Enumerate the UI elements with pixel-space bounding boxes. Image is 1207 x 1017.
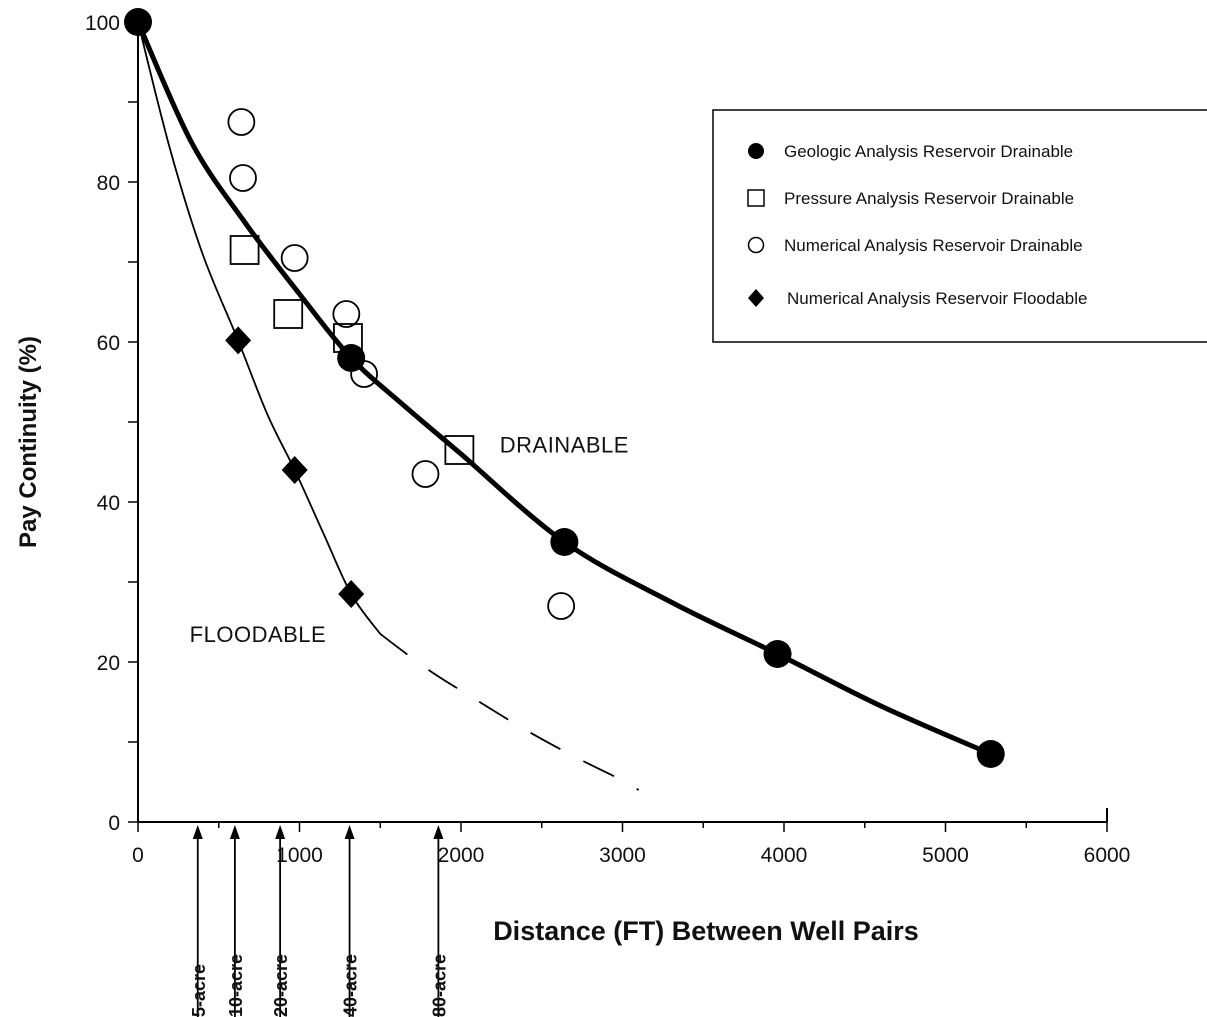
legend-label: Numerical Analysis Reservoir Drainable (784, 236, 1083, 255)
y-tick-label: 0 (108, 812, 120, 835)
spacing-arrowhead (192, 825, 203, 839)
legend-label: Pressure Analysis Reservoir Drainable (784, 189, 1074, 208)
y-tick-label: 60 (97, 332, 120, 355)
series-0-point (763, 640, 792, 668)
region-label: FLOODABLE (190, 622, 327, 647)
series-3-point (281, 456, 308, 484)
legend-label: Numerical Analysis Reservoir Floodable (787, 289, 1087, 308)
spacing-label: 80-acre (429, 954, 449, 1017)
x-tick-label: 5000 (922, 844, 969, 867)
series-2-point (411, 460, 440, 488)
series-2-point (280, 244, 309, 272)
y-axis-title: Pay Continuity (%) (15, 336, 42, 548)
spacing-label: 20-acre (271, 954, 291, 1017)
floodable-curve (137, 21, 382, 635)
y-tick-label: 40 (97, 492, 120, 515)
spacing-label: 40-acre (341, 954, 361, 1017)
x-tick-label: 3000 (599, 844, 646, 867)
legend-entries: Geologic Analysis Reservoir Drainable Pre… (747, 142, 1087, 308)
series-3-point (225, 326, 252, 355)
spacing-arrowhead (344, 825, 355, 839)
annotations: DRAINABLE FLOODABLE 5-acre 10-acre 20-acre 40… (189, 432, 629, 1017)
spacing-arrowhead (275, 825, 286, 839)
series-1-point (273, 299, 304, 329)
axes: 0 1000 2000 3000 4000 5000 6000 0 20 40 60 80 100 (85, 12, 1130, 867)
spacing-label: 5-acre (189, 964, 209, 1017)
legend-box (712, 109, 1207, 343)
series-0-point (976, 740, 1005, 768)
data-markers (124, 8, 1005, 768)
y-tick-label: 80 (97, 172, 120, 195)
x-tick-label: 6000 (1084, 844, 1131, 867)
series-1-point (229, 235, 260, 265)
spacing-arrowhead (229, 825, 240, 839)
legend-label: Geologic Analysis Reservoir Drainable (784, 142, 1073, 161)
series-1-point (444, 435, 475, 465)
series-2-point (229, 164, 257, 192)
series-3-point (338, 580, 365, 608)
x-tick-label: 1000 (276, 844, 323, 867)
spacing-label: 10-acre (226, 954, 246, 1017)
x-tick-label: 2000 (438, 844, 485, 867)
series-0-point (337, 344, 366, 372)
floodable-extrapolation-dashed (379, 633, 640, 791)
region-label: DRAINABLE (500, 432, 629, 457)
legend-marker (747, 189, 765, 207)
spacing-arrowhead (433, 825, 444, 839)
series-0-point (124, 8, 152, 36)
x-axis-title: Distance (FT) Between Well Pairs (493, 916, 919, 946)
series-0-point (550, 528, 579, 556)
series-1-point (333, 323, 363, 353)
series-2-point (350, 360, 379, 388)
series-2-point (227, 108, 256, 136)
legend-marker (747, 236, 765, 254)
legend-marker (748, 143, 764, 159)
legend: Geologic Analysis Reservoir Drainable Pre… (712, 109, 1207, 343)
y-tick-label: 100 (85, 12, 120, 35)
legend-marker (748, 289, 764, 307)
y-tick-label: 20 (97, 652, 120, 675)
fitted-curves (135, 20, 992, 791)
series-2-point (332, 300, 361, 328)
series-2-point (547, 592, 576, 620)
drainable-curve (135, 20, 992, 757)
x-tick-label: 0 (132, 844, 144, 867)
x-tick-label: 4000 (761, 844, 808, 867)
